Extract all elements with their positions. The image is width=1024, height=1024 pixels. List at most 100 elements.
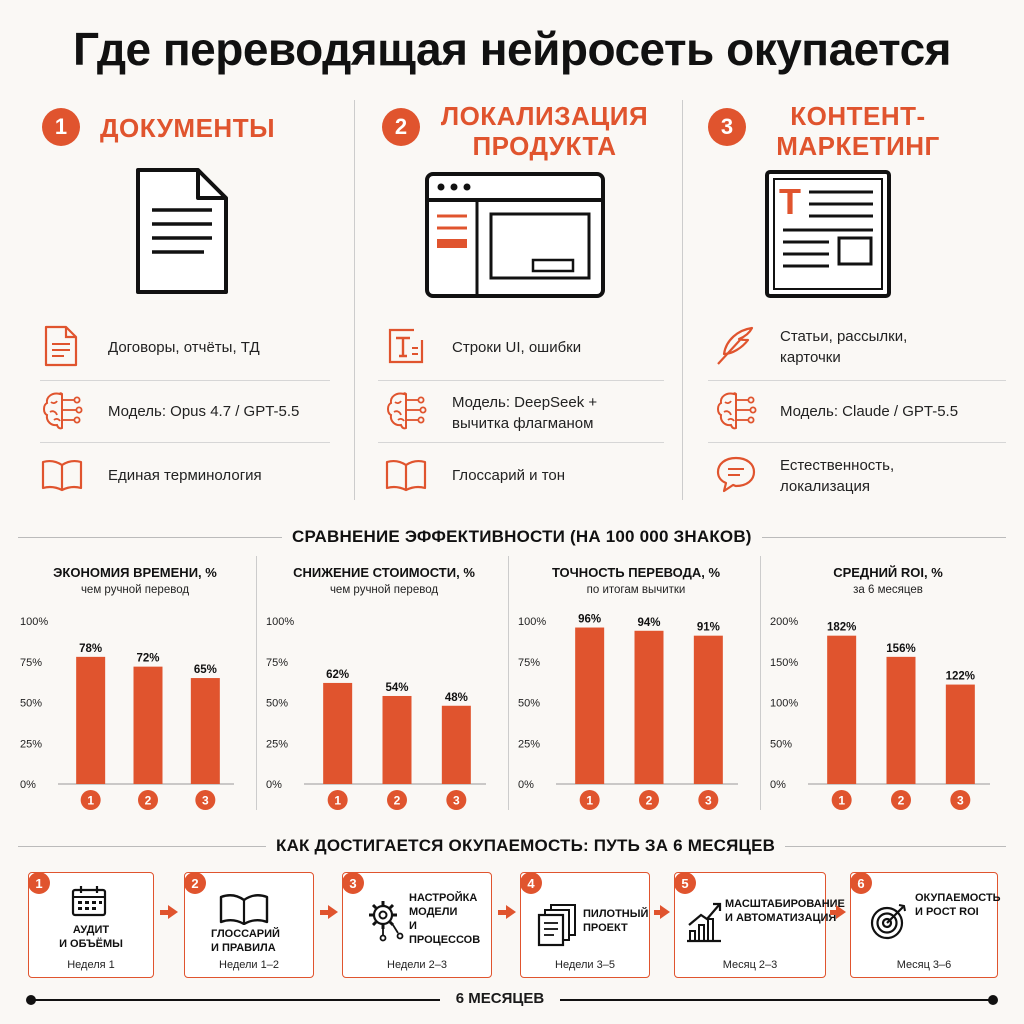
step-card: 6 ОКУПАЕМОСТЬ И РОСТ ROI Месяц 3–6 — [850, 872, 1001, 978]
column-heading-line2: ПРОДУКТА — [472, 131, 617, 161]
category-badge — [138, 790, 158, 810]
y-tick-label: 200% — [770, 616, 798, 628]
step-arrow-head — [328, 905, 338, 919]
column-divider — [682, 100, 683, 500]
y-tick-label: 75% — [518, 657, 540, 669]
step-label: ГЛОССАРИЙ И ПРАВИЛА — [211, 927, 280, 955]
brain-circuit-icon — [717, 392, 757, 430]
y-tick-label: 150% — [770, 657, 798, 669]
feature-text: Естественность, локализация — [780, 457, 895, 495]
step-duration: Недели 1–2 — [219, 959, 279, 971]
step-label-line: ПРОЕКТ — [583, 922, 628, 934]
page-title: Где переводящая нейросеть окупается — [73, 23, 952, 75]
column-heading-line1: ЛОКАЛИЗАЦИЯ — [440, 101, 649, 131]
step-arrow-head — [836, 905, 846, 919]
step-duration: Недели 3–5 — [555, 959, 615, 971]
step-duration: Недели 2–3 — [387, 959, 447, 971]
category-badge — [639, 790, 659, 810]
y-tick-label: 100% — [266, 616, 294, 628]
category-label: 1 — [838, 794, 845, 808]
gear-network-icon — [369, 901, 404, 942]
timeline-start-dot — [26, 995, 36, 1005]
row-divider — [40, 380, 330, 381]
category-label: 3 — [453, 794, 460, 808]
feature-text: Договоры, отчёты, ТД — [108, 339, 260, 356]
category-badge — [195, 790, 216, 810]
step-arrow — [160, 910, 170, 915]
step-duration: Месяц 3–6 — [896, 959, 952, 971]
y-tick-label: 0% — [266, 779, 282, 791]
category-badge — [950, 790, 971, 810]
category-badge — [80, 790, 101, 810]
step-label: МАСШТАБИРОВАНИЕ И АВТОМАТИЗАЦИЯ — [725, 897, 845, 925]
step-label: АУДИТ И ОБЪЁМЫ — [29, 923, 153, 951]
step-label-line: АУДИТ — [72, 924, 110, 936]
speech-bubble-icon — [716, 456, 756, 493]
category-label: 2 — [145, 794, 152, 808]
category-label: 2 — [646, 794, 653, 808]
row-divider — [708, 442, 1006, 443]
step-label-line: И РОСТ ROI — [915, 906, 979, 918]
category-label: 3 — [202, 794, 209, 808]
step-label-line: МОДЕЛИ — [409, 906, 458, 918]
step-label-line: МАСШТАБИРОВАНИЕ — [725, 898, 845, 910]
step-arrow — [830, 910, 838, 915]
step-card: 2 ГЛОССАРИЙ И ПРАВИЛА Недели 1–2 — [184, 872, 314, 978]
step-arrow — [498, 910, 508, 915]
y-tick-label: 75% — [20, 657, 42, 669]
step-duration: Месяц 2–3 — [722, 959, 778, 971]
data-label: 94% — [637, 617, 660, 629]
category-label: 1 — [586, 794, 593, 808]
data-label: 182% — [827, 622, 856, 634]
data-label: 62% — [326, 669, 349, 681]
step-label-line: НАСТРОЙКА — [409, 892, 478, 904]
step-arrow-head — [168, 905, 178, 919]
category-badge — [446, 790, 467, 810]
step-arrow-head — [506, 905, 516, 919]
growth-chart-icon — [687, 902, 722, 943]
step-arrow — [320, 910, 330, 915]
column-number-badge: 3 — [708, 108, 746, 146]
chart-title: ТОЧНОСТЬ ПЕРЕВОДА, % — [551, 565, 721, 580]
brain-circuit-icon — [387, 392, 427, 430]
y-tick-label: 0% — [518, 779, 534, 791]
book-icon — [385, 459, 427, 492]
feature-text: Единая терминология — [108, 467, 262, 484]
y-tick-label: 75% — [266, 657, 288, 669]
step-number-badge: 3 — [342, 872, 364, 894]
documents-stack-icon — [537, 904, 576, 947]
y-tick-label: 0% — [770, 779, 786, 791]
chart-title: СРЕДНИЙ ROI, % — [833, 565, 943, 580]
step-label: ОКУПАЕМОСТЬ И РОСТ ROI — [915, 891, 1001, 919]
y-tick-label: 25% — [20, 738, 42, 750]
feature-text: Модель: Opus 4.7 / GPT-5.5 — [108, 403, 300, 420]
category-label: 2 — [394, 794, 401, 808]
step-label: НАСТРОЙКА МОДЕЛИ И ПРОЦЕССОВ — [409, 891, 491, 947]
bar — [382, 695, 412, 784]
bar — [827, 635, 857, 784]
row-divider — [40, 442, 330, 443]
category-label: 3 — [957, 794, 964, 808]
bar — [190, 678, 220, 784]
y-tick-label: 50% — [518, 698, 540, 710]
column-heading-line2: МАРКЕТИНГ — [776, 131, 940, 161]
y-tick-label: 25% — [518, 738, 540, 750]
category-label: 2 — [898, 794, 905, 808]
step-number-badge: 5 — [674, 872, 696, 894]
column-heading: ДОКУМЕНТЫ — [100, 113, 300, 143]
calendar-icon — [71, 886, 107, 917]
feature-text: Модель: DeepSeek + вычитка флагманом — [452, 394, 598, 432]
file-text-icon — [44, 325, 78, 367]
bar — [886, 656, 916, 784]
step-label-line: ОКУПАЕМОСТЬ — [915, 892, 1001, 904]
feature-text: Статьи, рассылки, карточки — [780, 328, 908, 366]
step-card: 3 НАСТРОЙКА МОДЕЛИ И ПРОЦЕССОВ Недели 2–… — [342, 872, 492, 978]
y-tick-label: 50% — [20, 698, 42, 710]
data-label: 48% — [445, 692, 468, 704]
step-number-badge: 1 — [28, 872, 50, 894]
browser-window-icon — [425, 172, 605, 298]
step-label-line: И АВТОМАТИЗАЦИЯ — [725, 912, 837, 924]
column-heading: ЛОКАЛИЗАЦИЯ ПРОДУКТА — [432, 101, 657, 161]
bar — [693, 635, 723, 784]
column-number-badge: 2 — [382, 108, 420, 146]
